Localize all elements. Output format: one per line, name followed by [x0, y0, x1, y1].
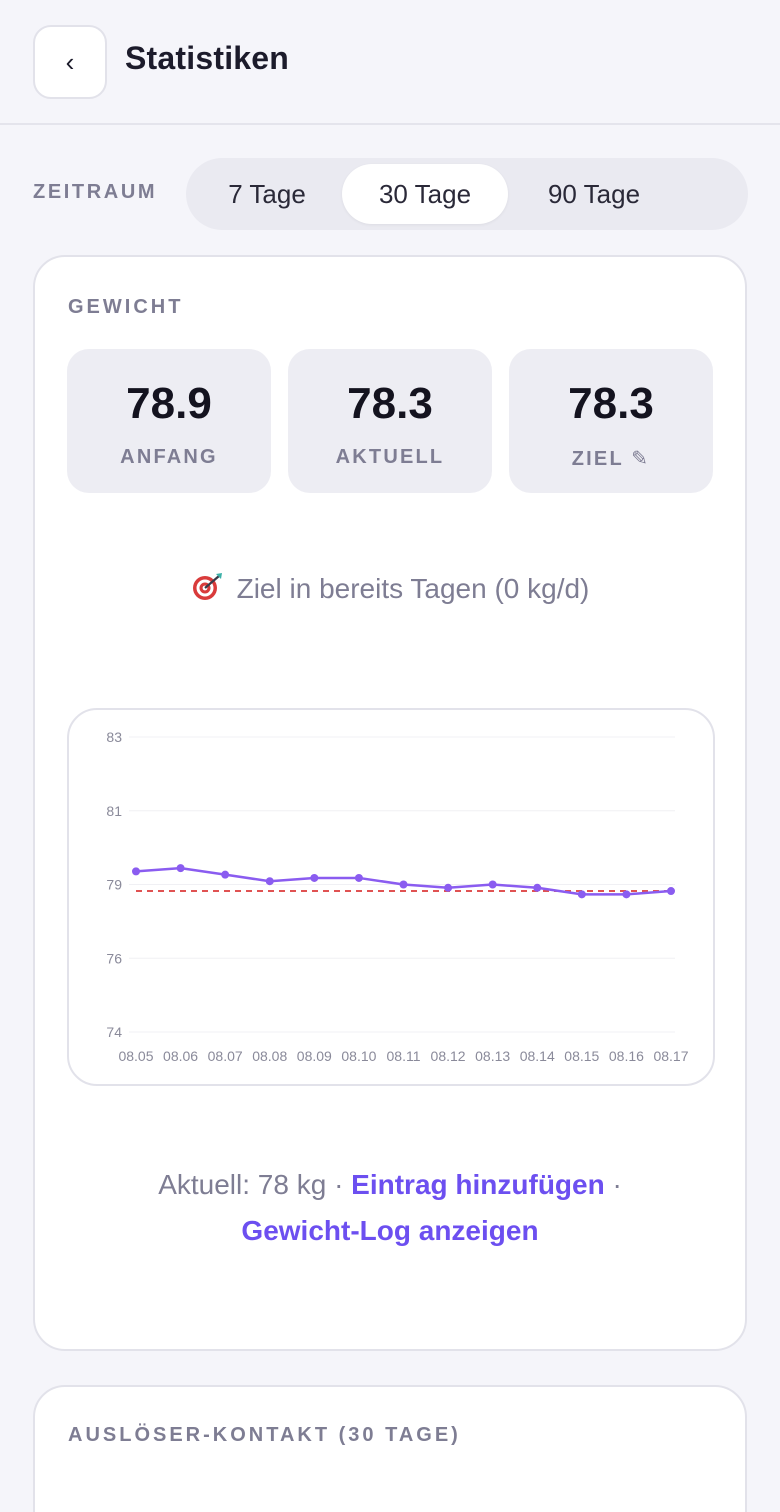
- goal-estimate-text: Ziel in bereits Tagen (0 kg/d): [236, 573, 590, 604]
- target-icon: [192, 573, 222, 600]
- stat-start: 78.9 ANFANG: [67, 349, 271, 493]
- range-option-30-days[interactable]: 30 Tage: [342, 164, 508, 224]
- page-title: Statistiken: [125, 40, 290, 76]
- x-tick-label: 08.06: [163, 1048, 198, 1064]
- stat-goal-label: ZIEL ✎: [571, 448, 651, 470]
- back-button[interactable]: ‹: [33, 25, 107, 99]
- data-point: [132, 867, 140, 876]
- x-tick-label: 08.16: [609, 1048, 644, 1064]
- stat-start-value: 78.9: [126, 379, 212, 428]
- weight-card: GEWICHT 78.9 ANFANG 78.3 AKTUELL 78.3 ZI…: [33, 255, 747, 1351]
- x-tick-label: 08.07: [208, 1048, 243, 1064]
- weight-footer: Aktuell: 78 kg · Eintrag hinzufügen · Ge…: [35, 1162, 745, 1254]
- data-point: [354, 873, 363, 882]
- data-point: [533, 883, 542, 892]
- current-weight-text: Aktuell: 78 kg ·: [158, 1169, 344, 1200]
- data-point: [399, 880, 408, 889]
- data-point: [577, 890, 586, 899]
- stat-current-label: AKTUELL: [335, 446, 445, 468]
- x-tick-label: 08.09: [297, 1048, 332, 1064]
- x-tick-label: 08.12: [431, 1048, 466, 1064]
- goal-estimate: Ziel in bereits Tagen (0 kg/d): [35, 572, 745, 605]
- y-tick-label: 83: [106, 729, 122, 745]
- range-option-7-days[interactable]: 7 Tage: [228, 178, 306, 209]
- footer-separator: ·: [612, 1169, 622, 1200]
- stat-goal-value: 78.3: [568, 379, 654, 428]
- x-tick-label: 08.15: [564, 1048, 599, 1064]
- stat-current: 78.3 AKTUELL: [288, 349, 492, 493]
- y-tick-label: 81: [106, 803, 122, 819]
- triggers-section-label: AUSLÖSER-KONTAKT (30 TAGE): [68, 1424, 461, 1446]
- y-tick-label: 74: [106, 1024, 122, 1040]
- x-tick-label: 08.05: [118, 1048, 153, 1064]
- x-tick-label: 08.13: [475, 1048, 510, 1064]
- data-point: [667, 887, 675, 896]
- show-weight-log-link[interactable]: Gewicht-Log anzeigen: [241, 1215, 539, 1246]
- y-tick-label: 79: [106, 877, 122, 893]
- data-point: [265, 877, 274, 886]
- x-tick-label: 08.14: [520, 1048, 555, 1064]
- x-tick-label: 08.10: [341, 1048, 376, 1064]
- data-point: [310, 873, 319, 882]
- data-point: [176, 864, 185, 873]
- add-entry-link[interactable]: Eintrag hinzufügen: [351, 1169, 605, 1200]
- x-tick-label: 08.08: [252, 1048, 287, 1064]
- range-label: ZEITRAUM: [33, 181, 158, 203]
- x-tick-label: 08.11: [387, 1048, 421, 1064]
- range-selector: 7 Tage 30 Tage 90 Tage: [186, 158, 748, 230]
- data-point: [221, 870, 230, 879]
- data-point: [488, 880, 497, 889]
- weight-section-label: GEWICHT: [68, 296, 184, 318]
- weight-chart-svg: 83 81 79 76 74 08.05 08.06 08.07 08.08 08.09 08.10…: [106, 729, 688, 1064]
- stat-goal-edit[interactable]: 78.3 ZIEL ✎: [509, 349, 713, 493]
- stat-start-label: ANFANG: [120, 446, 218, 468]
- top-bar: ‹ Statistiken: [0, 0, 780, 125]
- data-point: [444, 883, 453, 892]
- y-tick-label: 76: [106, 950, 122, 966]
- triggers-card: AUSLÖSER-KONTAKT (30 TAGE): [33, 1385, 747, 1512]
- chevron-left-icon: ‹: [65, 46, 75, 77]
- stat-current-value: 78.3: [347, 379, 433, 428]
- x-tick-label: 08.17: [653, 1048, 688, 1064]
- range-option-90-days[interactable]: 90 Tage: [547, 178, 641, 209]
- data-point: [622, 890, 631, 899]
- weight-chart: 83 81 79 76 74 08.05 08.06 08.07 08.08 08.09 08.10…: [67, 708, 715, 1086]
